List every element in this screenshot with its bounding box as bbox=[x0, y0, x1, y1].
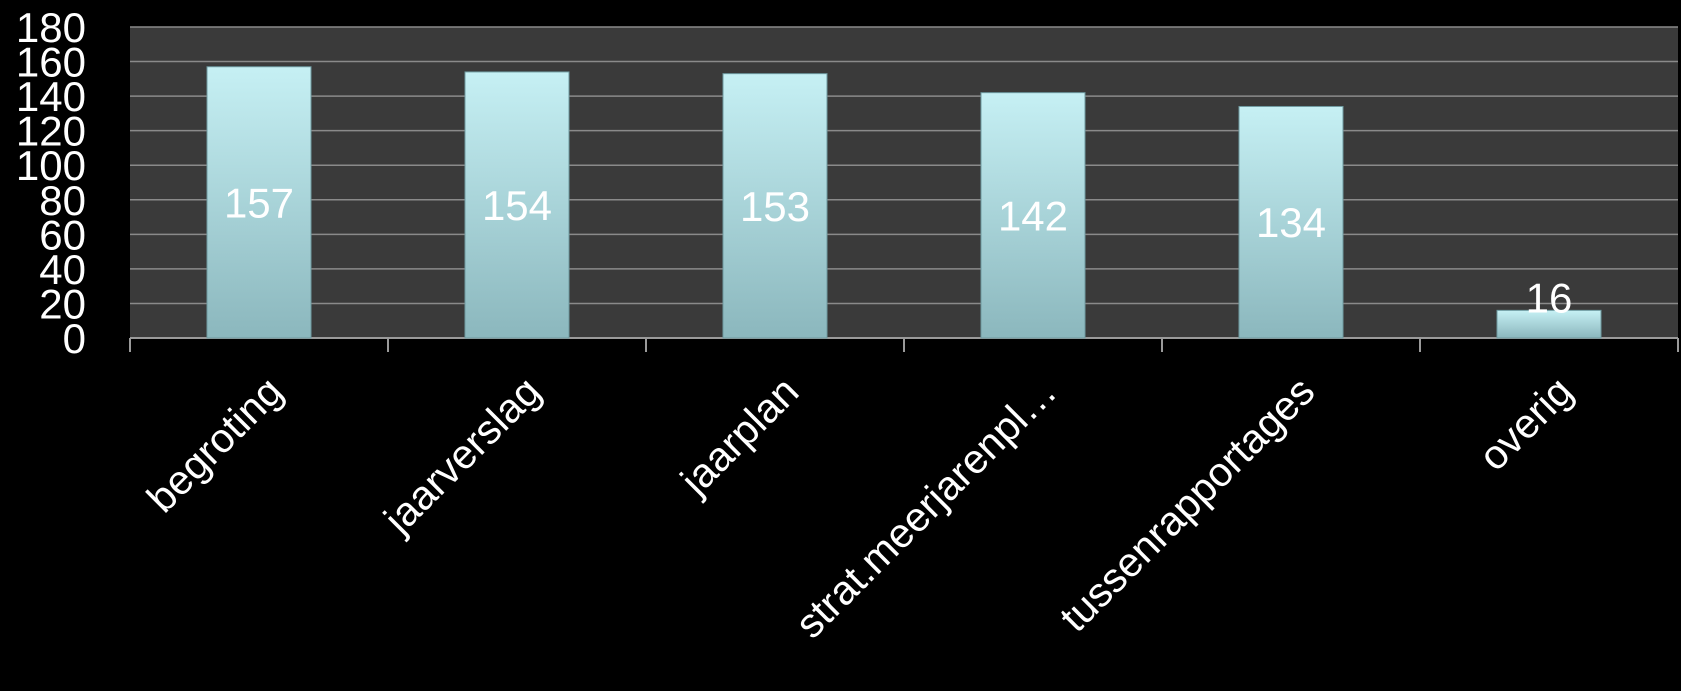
data-labels: 157 154 153 142 134 16 bbox=[224, 179, 1572, 321]
data-label: 134 bbox=[1256, 199, 1326, 246]
x-tick-label: tussenrapportages bbox=[1051, 368, 1324, 641]
y-tick-label: 120 bbox=[16, 108, 86, 155]
data-label: 142 bbox=[998, 192, 1068, 239]
gridlines bbox=[130, 26, 1678, 305]
data-label: 153 bbox=[740, 183, 810, 230]
data-label: 154 bbox=[482, 182, 552, 229]
x-tick-label: strat.meerjarenpl… bbox=[786, 368, 1065, 647]
y-tick-label: 80 bbox=[39, 177, 86, 224]
x-axis bbox=[129, 337, 1679, 352]
x-tick-label: overig bbox=[1470, 368, 1581, 479]
y-tick-label: 180 bbox=[16, 4, 86, 51]
y-tick-label: 60 bbox=[39, 211, 86, 258]
bar bbox=[1496, 309, 1602, 339]
bar bbox=[980, 92, 1086, 339]
data-label: 157 bbox=[224, 179, 294, 226]
data-label: 16 bbox=[1526, 274, 1573, 321]
y-tick-label: 100 bbox=[16, 142, 86, 189]
bar bbox=[1238, 105, 1344, 339]
plot-area bbox=[130, 27, 1678, 338]
x-tick-label: jaarverslag bbox=[374, 368, 549, 543]
x-axis-tick-labels: begroting jaarverslag jaarplanstrat.meerja… bbox=[138, 368, 1581, 647]
bars bbox=[206, 66, 1602, 339]
y-tick-label: 140 bbox=[16, 73, 86, 120]
bar bbox=[464, 71, 570, 339]
bar bbox=[722, 73, 828, 339]
x-tick-label: jaarplan bbox=[671, 368, 807, 504]
y-tick-label: 40 bbox=[39, 246, 86, 293]
y-tick-label: 160 bbox=[16, 39, 86, 86]
x-tick-label: begroting bbox=[138, 368, 291, 521]
bar bbox=[206, 66, 312, 339]
y-tick-label: 0 bbox=[63, 315, 86, 362]
y-tick-label: 20 bbox=[39, 280, 86, 327]
